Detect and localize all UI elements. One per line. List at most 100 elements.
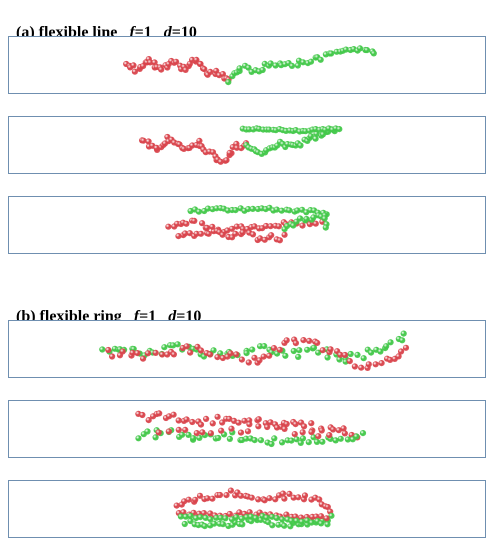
red-bead xyxy=(207,351,214,358)
green-bead xyxy=(245,206,252,213)
green-bead xyxy=(400,330,407,337)
red-bead xyxy=(239,229,246,236)
green-bead xyxy=(293,517,300,524)
red-bead xyxy=(301,492,309,499)
polymer-chain-illustration xyxy=(123,45,377,86)
green-bead xyxy=(307,58,315,65)
red-bead xyxy=(286,490,293,497)
red-bead xyxy=(207,68,214,75)
green-bead xyxy=(271,435,278,442)
green-bead xyxy=(353,433,360,440)
red-bead xyxy=(228,425,235,432)
section-a-d-symbol: d xyxy=(163,24,172,41)
red-bead xyxy=(235,419,242,426)
green-bead xyxy=(174,341,181,348)
red-bead xyxy=(216,491,224,499)
red-bead xyxy=(213,67,220,74)
red-bead xyxy=(183,416,190,423)
green-bead xyxy=(215,434,222,442)
red-bead xyxy=(346,358,353,365)
red-bead xyxy=(358,364,365,371)
red-bead xyxy=(165,223,172,230)
red-bead xyxy=(158,66,165,73)
green-bead xyxy=(359,430,367,437)
red-bead xyxy=(327,346,334,353)
red-bead xyxy=(255,496,262,503)
ring-snapshot-3 xyxy=(8,480,486,538)
red-bead xyxy=(170,411,177,418)
ring-snapshot-1 xyxy=(8,320,486,378)
green-bead xyxy=(279,439,286,446)
green-bead xyxy=(297,215,304,222)
red-bead xyxy=(264,423,271,431)
red-bead xyxy=(301,423,308,430)
red-bead xyxy=(314,339,321,346)
green-bead xyxy=(303,215,310,223)
red-bead xyxy=(182,230,189,237)
red-bead xyxy=(315,433,322,440)
green-bead xyxy=(336,356,343,363)
red-bead xyxy=(257,235,264,242)
red-bead xyxy=(326,432,333,439)
polymer-ring-illustration xyxy=(135,410,367,448)
green-bead xyxy=(336,126,343,133)
line-snapshot-3 xyxy=(8,196,486,254)
red-bead xyxy=(144,350,152,357)
red-bead xyxy=(281,231,288,238)
red-bead xyxy=(340,425,347,432)
red-bead xyxy=(223,492,230,499)
green-bead xyxy=(356,45,364,52)
red-bead xyxy=(139,411,146,419)
green-bead xyxy=(225,79,232,86)
red-bead xyxy=(165,428,172,435)
green-bead xyxy=(135,435,142,442)
red-bead xyxy=(129,349,136,356)
green-bead xyxy=(321,215,328,222)
red-bead xyxy=(193,56,200,63)
red-bead xyxy=(130,62,137,69)
red-bead xyxy=(193,430,200,437)
green-bead xyxy=(222,515,229,522)
green-bead xyxy=(187,512,194,520)
red-bead xyxy=(261,497,268,504)
red-bead xyxy=(223,157,230,164)
polymer-chain-illustration xyxy=(139,125,343,165)
green-bead xyxy=(267,60,274,67)
red-bead xyxy=(245,359,252,366)
red-bead xyxy=(324,503,331,511)
red-bead xyxy=(281,495,288,502)
red-bead xyxy=(248,494,255,501)
red-bead xyxy=(140,355,147,362)
green-bead xyxy=(307,133,314,140)
red-bead xyxy=(173,58,180,65)
ring-snapshot-2 xyxy=(8,400,486,458)
green-bead xyxy=(247,513,255,520)
green-bead xyxy=(322,224,329,231)
red-bead xyxy=(398,348,405,355)
red-bead xyxy=(219,419,226,426)
red-bead xyxy=(323,515,330,522)
red-bead xyxy=(145,417,152,424)
red-bead xyxy=(152,349,159,356)
green-bead xyxy=(179,431,186,438)
red-bead xyxy=(183,343,190,350)
red-bead xyxy=(156,410,163,417)
red-bead xyxy=(283,511,290,518)
green-bead xyxy=(278,207,285,214)
red-bead xyxy=(203,415,210,422)
green-bead xyxy=(161,344,168,351)
red-bead xyxy=(330,426,337,433)
polymer-chain-illustration xyxy=(165,204,330,244)
red-bead xyxy=(203,224,211,231)
green-bead xyxy=(263,514,270,521)
red-bead xyxy=(196,492,204,499)
red-bead xyxy=(295,494,302,501)
green-bead xyxy=(202,514,209,521)
green-bead xyxy=(308,519,315,526)
red-bead xyxy=(281,425,288,432)
line-snapshot-1 xyxy=(8,36,486,94)
red-bead xyxy=(232,230,239,237)
red-bead xyxy=(109,353,116,360)
green-bead xyxy=(290,347,297,355)
red-bead xyxy=(226,149,233,156)
